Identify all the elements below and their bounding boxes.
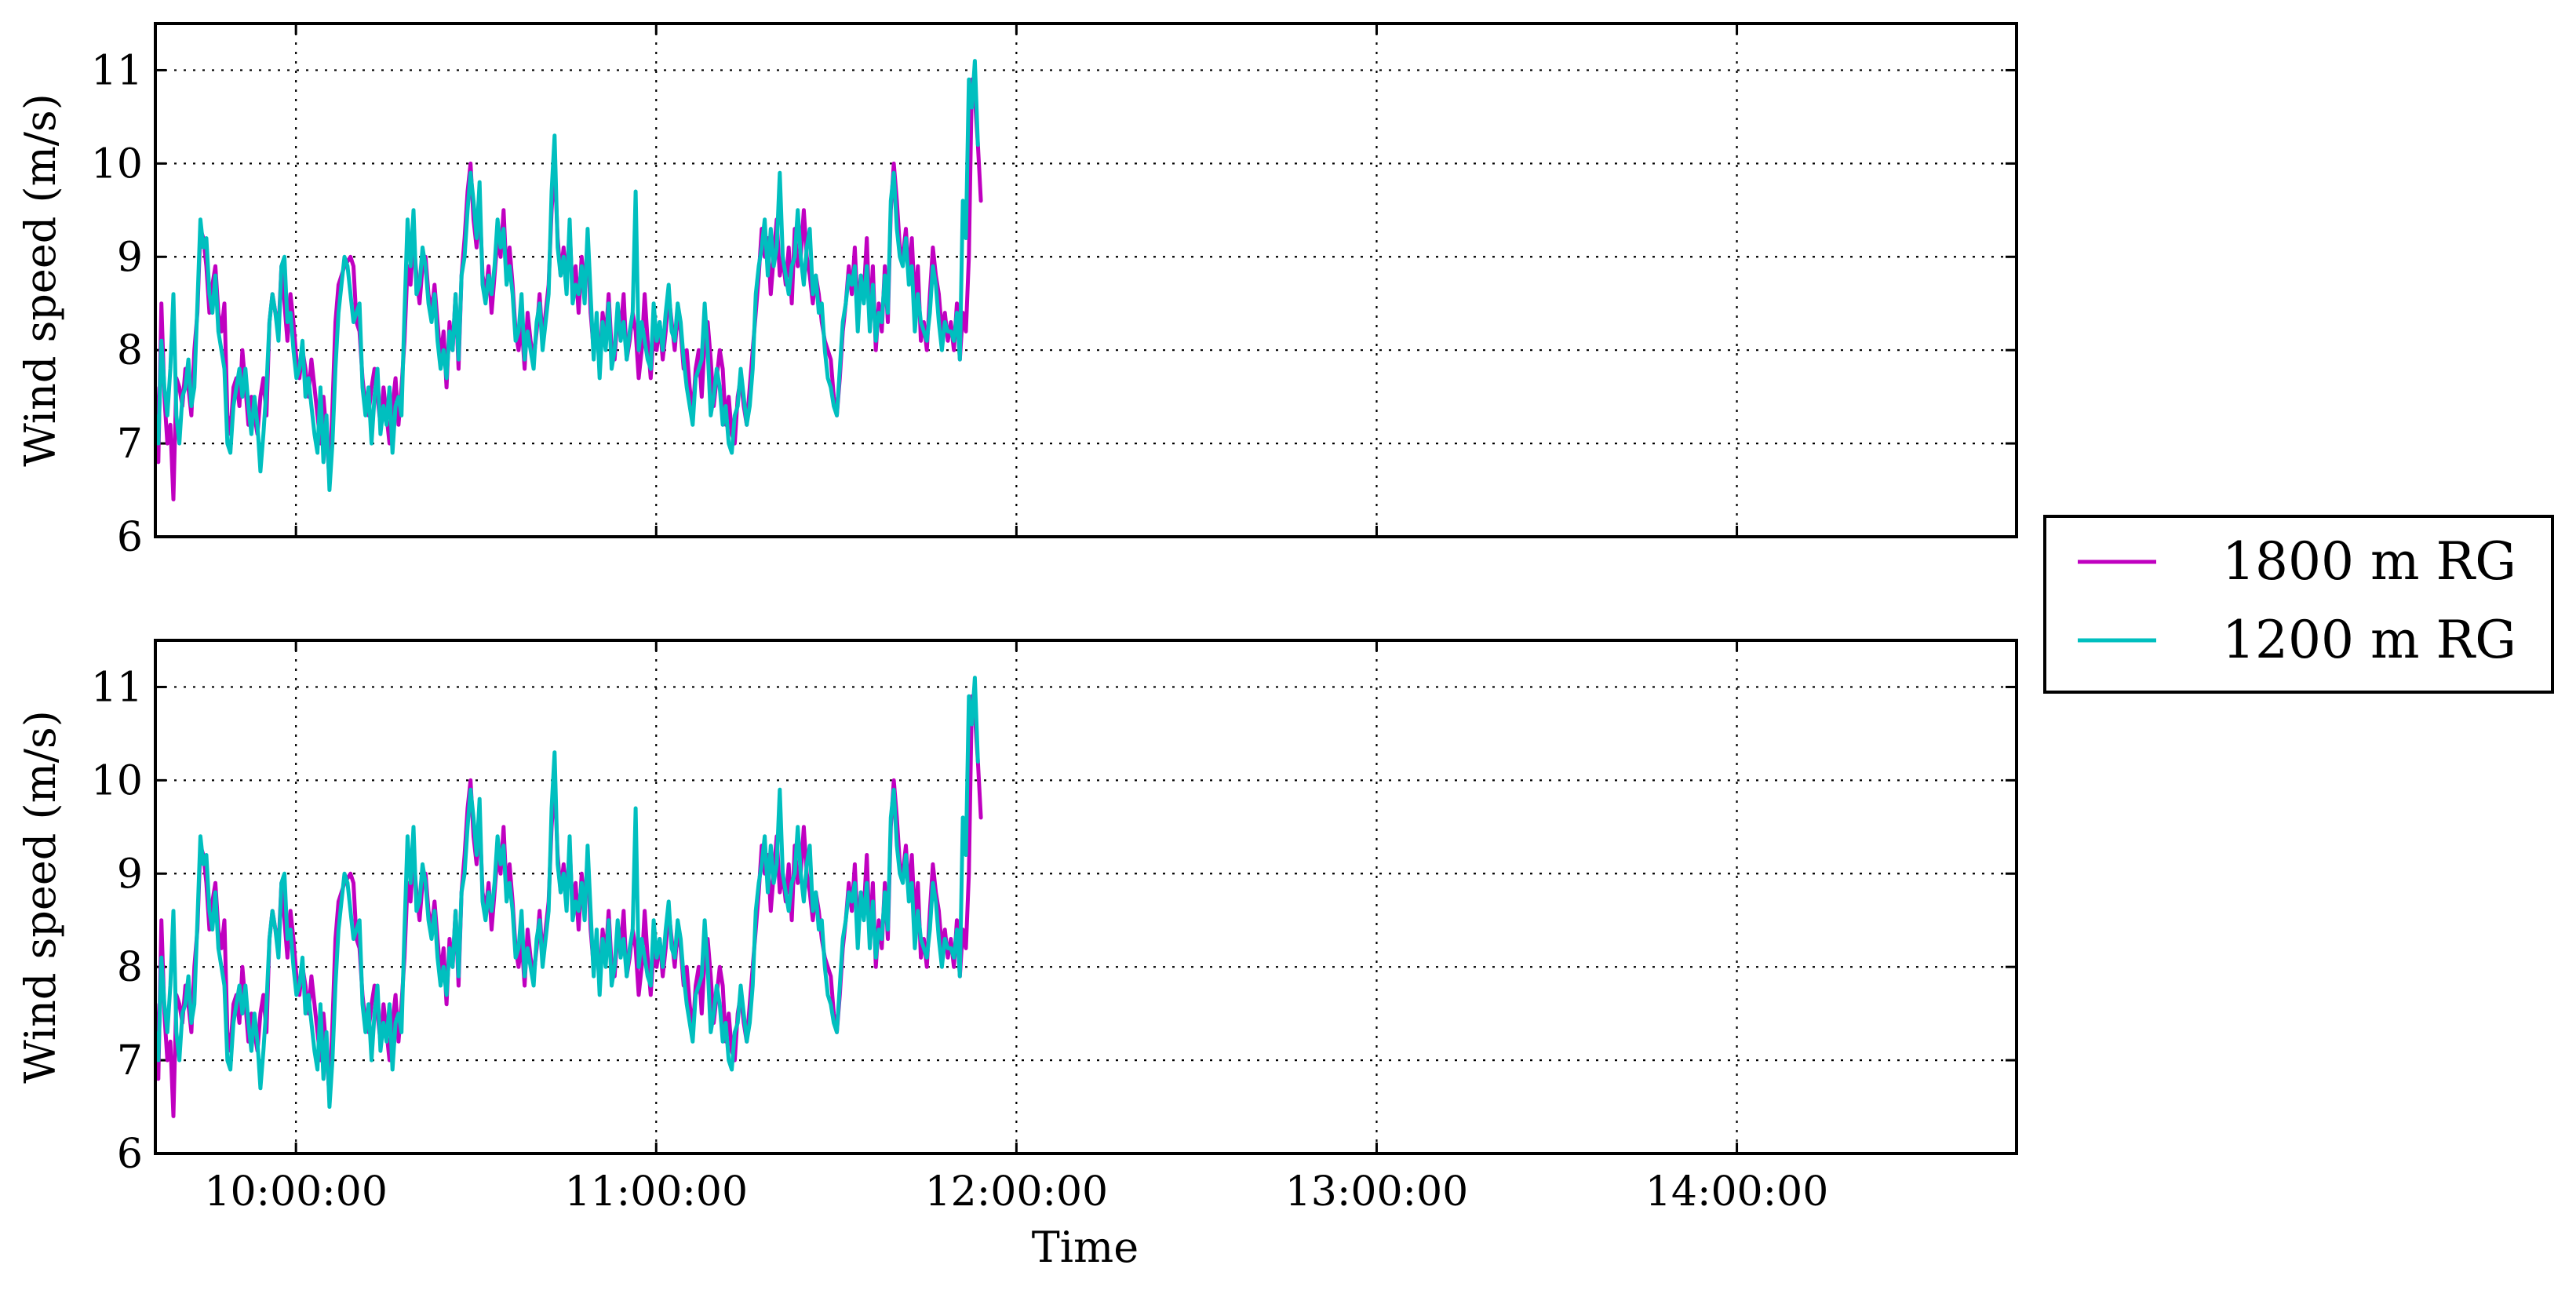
y-tick-label: 11 bbox=[91, 664, 143, 711]
series-line-1200-m-rg bbox=[155, 676, 980, 1109]
x-tick-label: 12:00:00 bbox=[925, 1168, 1109, 1216]
legend: 1800 m RG 1200 m RG bbox=[2043, 515, 2554, 694]
x-tick-label: 13:00:00 bbox=[1285, 1168, 1469, 1216]
y-tick-label: 10 bbox=[91, 757, 143, 804]
y-tick-label: 6 bbox=[117, 1131, 143, 1178]
legend-label-1800m: 1800 m RG bbox=[2222, 531, 2516, 592]
x-tick-label: 11:00:00 bbox=[564, 1168, 748, 1216]
series-line-1200-m-rg bbox=[155, 59, 980, 492]
y-tick-label: 8 bbox=[117, 944, 143, 991]
y-tick-label: 6 bbox=[117, 514, 143, 561]
y-tick-label: 9 bbox=[117, 234, 143, 281]
y-tick-label: 8 bbox=[117, 327, 143, 374]
y-axis-label: Wind speed (m/s) bbox=[16, 93, 65, 467]
y-tick-label: 7 bbox=[117, 421, 143, 468]
plot-frame bbox=[154, 639, 2018, 1155]
x-tick-label: 14:00:00 bbox=[1645, 1168, 1829, 1216]
x-axis-label: Time bbox=[1032, 1223, 1139, 1272]
y-tick-label: 10 bbox=[91, 140, 143, 188]
y-tick-label: 7 bbox=[117, 1037, 143, 1084]
x-tick-label: 10:00:00 bbox=[204, 1168, 388, 1216]
bottom-panel: 6 7 8 9 10 11 10:00:00 11:00:00 12:00:00 13:00:00… bbox=[16, 639, 2018, 1216]
y-tick-label: 9 bbox=[117, 851, 143, 898]
legend-label-1200m: 1200 m RG bbox=[2222, 610, 2516, 670]
y-axis-label: Wind speed (m/s) bbox=[16, 710, 65, 1084]
top-panel: 6 7 8 9 10 11 Wind speed (m/s) bbox=[16, 22, 2018, 561]
y-tick-label: 11 bbox=[91, 47, 143, 94]
legend-box bbox=[2043, 515, 2554, 694]
plot-frame bbox=[154, 22, 2018, 538]
